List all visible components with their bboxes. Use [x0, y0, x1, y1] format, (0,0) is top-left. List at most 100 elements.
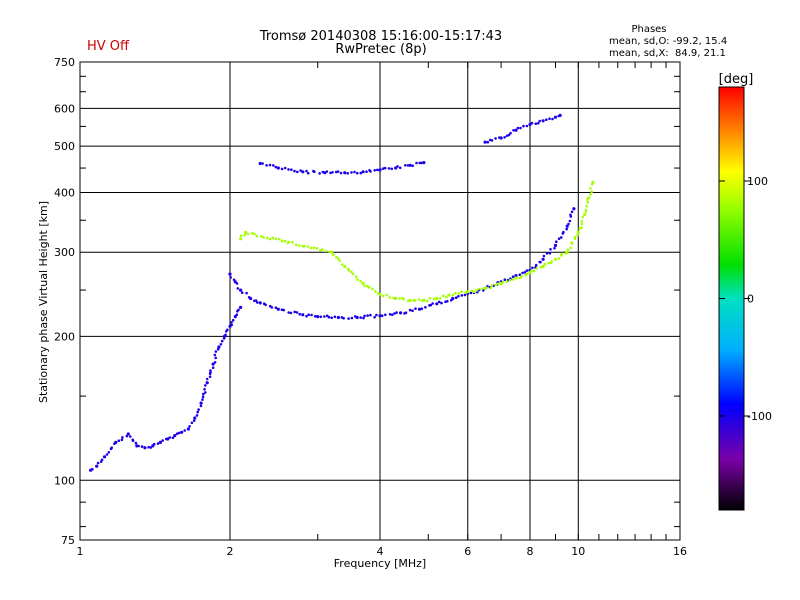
data-point	[325, 314, 329, 318]
y-tick-label: 200	[54, 330, 75, 343]
data-point	[567, 222, 570, 226]
phases-line-o: mean, sd,O: -99.2, 15.4	[609, 36, 727, 47]
data-point	[508, 279, 512, 282]
data-point	[201, 395, 205, 399]
data-point	[568, 219, 572, 223]
data-point	[105, 453, 109, 456]
data-point	[339, 171, 343, 175]
data-point	[435, 302, 439, 306]
data-point	[333, 315, 337, 319]
data-point	[343, 264, 347, 269]
data-point	[340, 263, 344, 266]
data-point	[550, 260, 554, 263]
data-point	[451, 296, 455, 301]
data-point	[560, 236, 563, 239]
data-point	[365, 170, 368, 173]
data-point	[394, 296, 398, 301]
data-point	[522, 124, 525, 128]
data-point	[511, 278, 515, 281]
data-point	[287, 240, 291, 244]
data-point	[205, 381, 209, 385]
data-point	[490, 284, 494, 287]
data-point	[457, 295, 460, 298]
data-point	[324, 249, 328, 253]
data-point	[196, 410, 199, 414]
data-point	[265, 236, 269, 240]
data-point	[307, 313, 311, 317]
data-point	[336, 315, 340, 320]
chart-subtitle: RwPretec (8p)	[335, 42, 426, 57]
data-point	[258, 161, 262, 166]
data-point	[426, 299, 429, 303]
data-point	[509, 131, 512, 135]
data-point	[315, 246, 319, 250]
data-point	[183, 429, 186, 432]
data-point	[572, 207, 576, 211]
data-point	[192, 419, 196, 422]
data-point	[193, 416, 197, 420]
data-point	[541, 119, 545, 123]
data-point	[214, 350, 218, 353]
data-point	[202, 392, 205, 396]
data-point	[306, 245, 310, 248]
data-point	[260, 235, 263, 238]
data-point	[295, 243, 298, 247]
data-point	[366, 284, 369, 288]
data-point	[254, 299, 258, 302]
data-point	[435, 296, 439, 301]
data-point	[399, 311, 403, 315]
data-point	[327, 315, 331, 319]
data-point	[507, 133, 511, 137]
data-point	[353, 170, 356, 174]
data-point	[457, 292, 461, 295]
data-point	[378, 292, 382, 296]
data-point	[190, 421, 194, 425]
data-point	[243, 233, 246, 237]
data-point	[408, 163, 412, 167]
data-point	[201, 398, 204, 401]
data-point	[180, 430, 184, 434]
data-point	[440, 301, 443, 305]
data-point	[239, 288, 243, 292]
data-point	[483, 140, 487, 144]
data-point	[239, 237, 243, 241]
data-point	[230, 323, 233, 327]
data-point	[532, 269, 536, 273]
data-point	[388, 296, 392, 299]
data-point	[418, 161, 422, 165]
data-point	[249, 296, 253, 301]
data-point	[402, 297, 405, 301]
data-point	[291, 240, 294, 244]
data-point	[404, 164, 407, 167]
data-point	[417, 307, 422, 311]
data-point	[282, 308, 286, 312]
colorbar-label: [deg]	[719, 72, 754, 87]
data-point	[494, 283, 498, 287]
data-point	[351, 272, 355, 276]
data-point	[226, 328, 229, 332]
data-point	[310, 313, 313, 317]
data-point	[158, 440, 162, 444]
data-point	[129, 435, 132, 438]
data-point	[211, 362, 215, 366]
x-tick-label: 16	[673, 545, 687, 558]
data-point	[576, 234, 579, 237]
data-point	[381, 294, 385, 298]
data-point	[361, 281, 365, 286]
data-point	[117, 439, 121, 443]
data-point	[369, 313, 372, 317]
data-point	[376, 168, 379, 172]
data-point	[274, 306, 278, 310]
data-point	[569, 213, 572, 217]
data-point	[338, 259, 342, 263]
data-point	[523, 271, 527, 274]
data-point	[102, 455, 107, 459]
data-point	[565, 250, 569, 254]
data-point	[143, 446, 147, 450]
data-point	[553, 115, 558, 119]
phases-heading: Phases	[631, 24, 666, 35]
data-point	[530, 121, 534, 125]
data-point	[220, 339, 224, 343]
data-point	[147, 445, 150, 449]
